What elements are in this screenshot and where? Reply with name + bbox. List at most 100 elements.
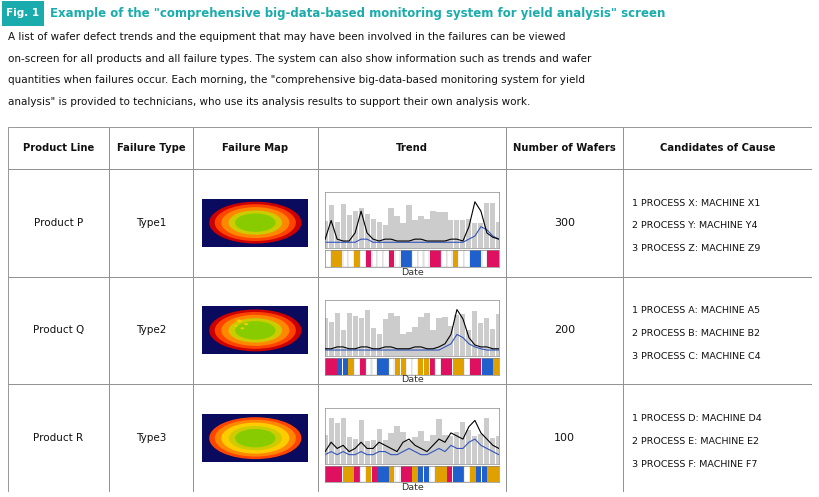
Bar [406,441,411,464]
Bar [490,438,495,464]
Bar [464,466,469,482]
Bar [394,216,399,248]
Bar [400,250,405,267]
Bar [364,440,369,464]
Bar [382,466,388,482]
Circle shape [215,312,296,349]
Text: Failure Map: Failure Map [222,143,288,153]
Bar [328,418,333,464]
Bar [364,214,369,248]
Bar [441,358,446,375]
Bar [464,250,469,267]
Bar [342,250,348,267]
Bar [477,223,483,248]
Bar [317,384,506,492]
Bar [448,220,453,248]
Bar [377,358,382,375]
Bar [365,358,371,375]
Bar [400,334,405,356]
Bar [622,276,811,384]
Text: Number of Wafers: Number of Wafers [513,143,615,153]
Bar [370,219,375,248]
Bar [472,435,477,464]
Bar [481,466,486,482]
Bar [472,311,477,356]
Bar [429,358,435,375]
Text: Candidates of Cause: Candidates of Cause [658,143,774,153]
Ellipse shape [236,320,242,323]
Bar [418,318,423,356]
Bar [490,203,495,248]
Bar [348,250,354,267]
Bar [412,358,417,375]
Bar [108,384,192,492]
Bar [370,440,375,464]
Bar [400,431,405,464]
Bar [376,429,381,464]
Bar [328,205,333,248]
Bar [484,418,489,464]
Bar [340,204,346,248]
Bar [429,250,435,267]
Bar [322,435,328,464]
Text: 100: 100 [554,433,574,443]
Bar [325,250,330,267]
Bar [459,314,465,356]
Bar [406,205,411,248]
Circle shape [235,321,275,339]
Bar [394,425,399,464]
Bar [340,330,346,356]
Bar [317,276,506,384]
Bar [495,436,500,464]
Bar [466,429,471,464]
Bar [342,466,348,482]
Bar [458,358,464,375]
Bar [412,437,417,464]
Text: 3 PROCESS C: MACHINE C4: 3 PROCESS C: MACHINE C4 [631,352,760,361]
Bar [452,250,458,267]
Bar [331,250,336,267]
Bar [376,334,381,356]
Bar [108,127,192,169]
Bar [477,434,483,464]
Text: analysis" is provided to technicians, who use its analysis results to support th: analysis" is provided to technicians, wh… [8,97,530,107]
Bar [469,466,475,482]
Bar [475,466,481,482]
Bar [325,466,330,482]
Bar [490,329,495,356]
Bar [325,358,330,375]
Bar [337,466,342,482]
Bar [400,358,405,375]
Bar [442,317,447,356]
Bar [459,421,465,464]
Bar [342,358,348,375]
Text: Date: Date [400,375,423,384]
Bar [454,432,459,464]
Bar [400,466,405,482]
Text: 2 PROCESS B: MACHINE B2: 2 PROCESS B: MACHINE B2 [631,329,759,338]
Bar [446,250,452,267]
Bar [423,250,428,267]
Bar [354,250,360,267]
Bar [435,250,441,267]
Bar [424,313,429,356]
Text: Type3: Type3 [135,433,165,443]
Bar [358,208,363,248]
Ellipse shape [244,323,248,325]
Bar [337,358,342,375]
Bar [192,276,317,384]
Text: Example of the "comprehensive big-data-based monitoring system for yield analysi: Example of the "comprehensive big-data-b… [50,6,664,19]
Text: 1 PROCESS X: MACHINE X1: 1 PROCESS X: MACHINE X1 [631,199,760,208]
Text: A list of wafer defect trends and the equipment that may have been involved in t: A list of wafer defect trends and the eq… [8,32,565,42]
Bar [340,417,346,464]
Bar [192,127,317,169]
Text: quantities when failures occur. Each morning, the "comprehensive big-data-based : quantities when failures occur. Each mor… [8,76,584,85]
Bar [418,431,423,464]
Bar [192,384,317,492]
Ellipse shape [234,325,238,327]
Bar [486,358,492,375]
Bar [446,358,452,375]
Circle shape [235,429,275,447]
Bar [382,250,388,267]
Text: Type2: Type2 [135,326,165,335]
